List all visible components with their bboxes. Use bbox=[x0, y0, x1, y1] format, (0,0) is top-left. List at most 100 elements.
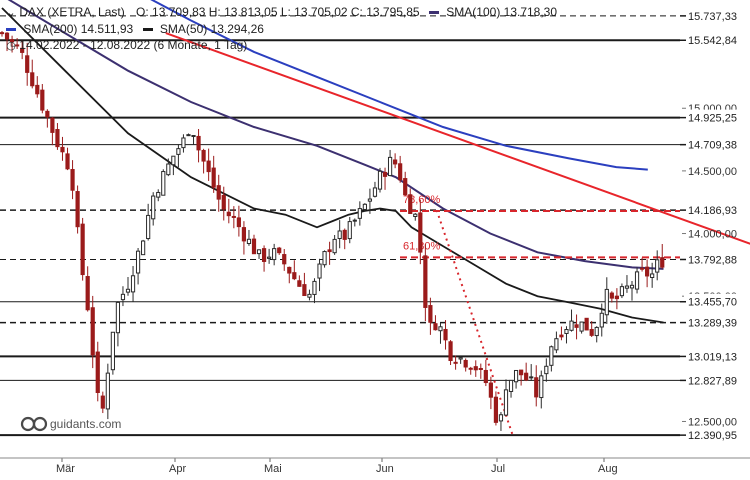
candle-body bbox=[130, 275, 136, 293]
sma100-swatch bbox=[428, 11, 439, 15]
x-tick-label: Apr bbox=[169, 463, 186, 475]
candle-body bbox=[650, 273, 655, 278]
candle-body bbox=[120, 293, 126, 301]
candle-body bbox=[15, 44, 20, 47]
candle-body bbox=[322, 251, 327, 266]
candle-body bbox=[241, 227, 247, 242]
y-tick-label: 14.000,00 bbox=[688, 229, 737, 241]
candle-body bbox=[508, 379, 514, 392]
legend-row-range: ◷ 14.02.2022 - 12.08.2022 (6 Monate, 1 T… bbox=[6, 37, 557, 54]
candle-body bbox=[226, 211, 231, 217]
candle-body bbox=[176, 148, 181, 155]
candle-body bbox=[433, 323, 438, 331]
candle-body bbox=[468, 367, 473, 370]
level-label: 12.827,89 bbox=[688, 375, 737, 387]
sma200-line bbox=[150, 0, 648, 171]
candle-body bbox=[211, 167, 216, 188]
candle-body bbox=[0, 32, 5, 35]
candle-body bbox=[463, 359, 468, 368]
level-label-bg bbox=[684, 32, 750, 49]
level-label-bg bbox=[684, 109, 750, 126]
candle-body bbox=[403, 178, 408, 196]
candle-body bbox=[191, 135, 196, 138]
logo-circle-left bbox=[20, 416, 36, 432]
candle-body bbox=[332, 238, 337, 254]
level-label: 14.925,25 bbox=[688, 113, 737, 125]
candle-body bbox=[639, 267, 645, 270]
chevron-down-icon[interactable]: ⌄ bbox=[6, 7, 16, 19]
candle-body bbox=[513, 369, 519, 383]
level-label: 15.542,84 bbox=[688, 35, 737, 47]
candle-body bbox=[503, 389, 509, 416]
candle-body bbox=[387, 156, 393, 177]
candle-body bbox=[196, 135, 201, 151]
level-label: 13.019,13 bbox=[688, 351, 737, 363]
chart-legend: ⌄ DAX (XETRA, Last) O: 13.709,83 H: 13.8… bbox=[6, 4, 557, 54]
candle-body bbox=[569, 320, 574, 331]
candle-body bbox=[186, 134, 191, 137]
candle-body bbox=[443, 328, 448, 341]
candle-body bbox=[110, 331, 115, 371]
candle-body bbox=[337, 230, 342, 240]
candle-body bbox=[216, 185, 221, 200]
candle-body bbox=[327, 249, 332, 253]
sma50-swatch bbox=[142, 28, 153, 32]
candle-body bbox=[256, 249, 262, 255]
legend-row-sma: SMA(200) 14.511,93 SMA(50) 13.294,26 bbox=[6, 21, 557, 37]
sma200-label: SMA(200) 14.511,93 bbox=[23, 22, 134, 36]
candle-body bbox=[100, 395, 105, 409]
candle-body bbox=[408, 194, 413, 214]
instrument-name: DAX (XETRA, Last) bbox=[19, 5, 125, 19]
date-range: 14.02.2022 - 12.08.2022 (6 Monate, 1 Tag… bbox=[19, 38, 248, 52]
candle-body bbox=[629, 284, 635, 289]
level-label: 14.186,93 bbox=[688, 205, 737, 217]
candle-body bbox=[619, 286, 625, 297]
level-label: 14.709,38 bbox=[688, 140, 737, 152]
candle-body bbox=[438, 326, 443, 332]
candle-body bbox=[357, 208, 362, 219]
y-tick-label: 14.500,00 bbox=[688, 166, 737, 178]
candle-body bbox=[146, 214, 151, 240]
candle-body bbox=[272, 248, 277, 261]
candle-body bbox=[246, 238, 252, 245]
candle-body bbox=[448, 341, 453, 362]
candle-body bbox=[50, 117, 55, 133]
candle-body bbox=[478, 367, 483, 370]
candle-body bbox=[70, 169, 75, 191]
candle-body bbox=[35, 84, 40, 95]
candle-body bbox=[418, 212, 423, 253]
x-tick-label: Jun bbox=[376, 463, 394, 475]
candle-body bbox=[30, 72, 35, 87]
candle-body bbox=[302, 284, 307, 297]
ohlc-values: O: 13.709,83 H: 13.813,05 L: 13.705,02 C… bbox=[136, 5, 420, 19]
candle-body bbox=[55, 129, 60, 148]
candle-body bbox=[171, 155, 176, 166]
candle-body bbox=[660, 257, 665, 268]
candle-body bbox=[493, 396, 499, 423]
candle-body bbox=[60, 146, 65, 153]
candle-body bbox=[65, 153, 70, 170]
level-label: 12.390,95 bbox=[688, 430, 737, 442]
x-tick-label: Aug bbox=[598, 463, 618, 475]
level-label: 15.737,33 bbox=[688, 11, 737, 23]
candle-body bbox=[277, 247, 282, 254]
candle-body bbox=[297, 280, 302, 287]
candle-body bbox=[151, 195, 156, 220]
candle-body bbox=[206, 160, 211, 173]
candle-body bbox=[161, 171, 166, 196]
candle-body bbox=[428, 305, 433, 323]
level-label-bg bbox=[684, 427, 750, 444]
price-labels: 15.000,0014.500,0014.000,0013.500,0012.5… bbox=[680, 7, 750, 444]
candle-body bbox=[398, 163, 403, 181]
candle-body bbox=[105, 372, 110, 410]
candle-body bbox=[377, 170, 383, 190]
candle-body bbox=[251, 238, 257, 255]
level-label-bg bbox=[684, 7, 750, 24]
candle-body bbox=[574, 324, 579, 328]
fib-level-label: 78,60% bbox=[403, 194, 441, 206]
candle-body bbox=[599, 312, 604, 328]
candle-body bbox=[483, 369, 488, 384]
candle-body bbox=[166, 163, 171, 176]
candle-body bbox=[579, 321, 584, 332]
candle-body bbox=[352, 219, 357, 222]
